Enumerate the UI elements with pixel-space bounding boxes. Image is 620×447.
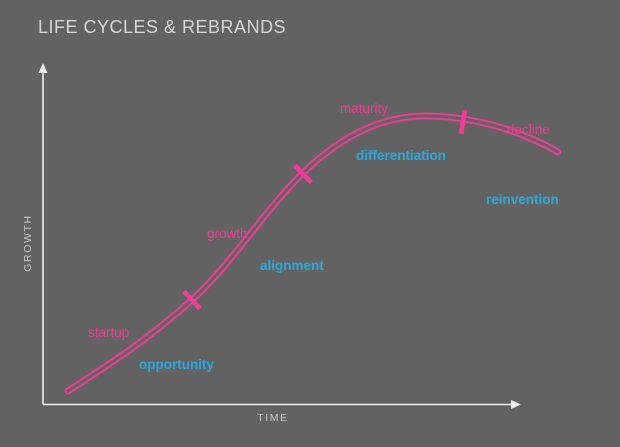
stage-label-decline: decline [507,122,550,137]
y-axis-label: GROWTH [22,214,34,271]
stage-transition-tick-3 [458,109,468,135]
page-title: LIFE CYCLES & REBRANDS [38,17,287,37]
rebrand-label-opportunity: opportunity [139,357,214,372]
stage-transition-tick-1 [182,289,202,311]
stage-label-growth: growth [207,226,248,241]
stage-transition-tick-2 [293,163,313,185]
stage-label-maturity: maturity [340,101,388,116]
stage-label-startup: startup [88,325,129,340]
rebrand-label-alignment: alignment [260,258,324,273]
rebrand-label-differentiation: differentiation [356,148,446,163]
x-axis-label: TIME [257,412,288,424]
lifecycle-curve [64,112,562,395]
y-axis-arrowhead-icon [38,63,48,73]
rebrand-label-reinvention: reinvention [486,192,559,207]
x-axis-arrowhead-icon [511,400,521,409]
axes [38,63,521,409]
lifecycle-curve-gap [66,114,560,393]
